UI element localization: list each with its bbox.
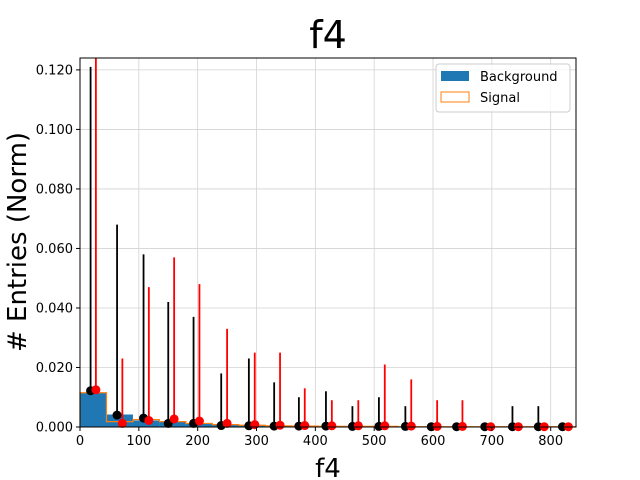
signal-point: [353, 421, 363, 431]
signal-point: [327, 421, 337, 431]
x-tick-label: 600: [421, 434, 446, 449]
y-tick-label: 0.080: [36, 182, 73, 197]
plot-frame: [79, 57, 577, 428]
legend-label-background: Background: [480, 70, 558, 85]
x-tick-label: 300: [244, 434, 269, 449]
x-tick-label: 100: [126, 434, 151, 449]
y-tick-label: 0.020: [36, 361, 73, 376]
signal-point: [117, 418, 127, 428]
signal-point: [144, 415, 154, 425]
y-tick-label: 0.040: [36, 301, 73, 316]
signal-point: [457, 421, 467, 431]
signal-point: [222, 418, 232, 428]
y-axis-ticks: 0.000 0.020 0.040 0.060 0.080 0.100 0.120: [36, 63, 80, 436]
background-point: [112, 410, 122, 420]
data-points: [86, 58, 573, 432]
signal-point: [169, 414, 179, 424]
x-tick-label: 0: [76, 434, 84, 449]
chart-title: f4: [309, 13, 347, 57]
x-tick-label: 800: [538, 434, 563, 449]
background-bar: [159, 421, 186, 427]
y-tick-label: 0.000: [36, 421, 73, 436]
y-tick-label: 0.120: [36, 63, 73, 78]
signal-point: [194, 416, 204, 426]
x-tick-label: 700: [479, 434, 504, 449]
x-tick-label: 200: [185, 434, 210, 449]
signal-point: [432, 421, 442, 431]
signal-point: [91, 385, 101, 395]
y-tick-label: 0.060: [36, 242, 73, 257]
signal-point: [250, 420, 260, 430]
background-bars: [80, 392, 576, 427]
background-bar: [80, 392, 107, 427]
y-axis-label: # Entries (Norm): [3, 132, 33, 352]
signal-point: [380, 421, 390, 431]
legend: Background Signal: [435, 63, 571, 113]
x-tick-label: 400: [303, 434, 328, 449]
y-tick-label: 0.100: [36, 123, 73, 138]
x-axis-label: f4: [315, 454, 341, 480]
legend-swatch-background: [441, 71, 469, 81]
x-tick-label: 500: [362, 434, 387, 449]
signal-point: [406, 421, 416, 431]
grid-lines: [79, 58, 576, 428]
legend-swatch-signal: [440, 91, 470, 103]
signal-point: [300, 421, 310, 431]
legend-label-signal: Signal: [480, 91, 520, 106]
signal-point: [275, 420, 285, 430]
x-axis-ticks: 0 100 200 300 400 500 600 700 800: [76, 427, 563, 449]
